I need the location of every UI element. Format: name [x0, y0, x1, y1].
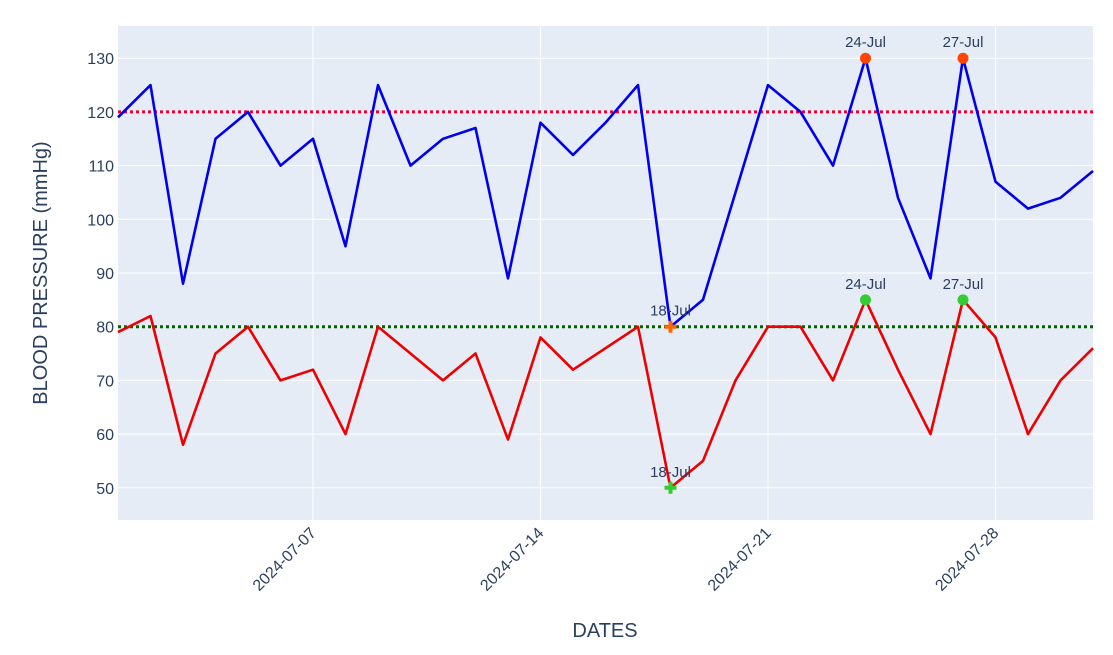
x-tick-label: 2024-07-21 [705, 525, 775, 595]
y-axis-ticks: 50 60 70 80 90 100 110 120 130 [87, 51, 114, 498]
y-tick-label: 110 [88, 159, 114, 176]
x-tick-label: 2024-07-07 [250, 525, 320, 595]
marker-annotation: 18-Jul [650, 464, 691, 481]
marker-annotation: 27-Jul [943, 276, 984, 293]
highlight-marker [860, 52, 871, 64]
y-tick-label: 50 [96, 481, 114, 498]
highlight-markers: 18-Jul 18-Jul 24-Jul 27-Jul 24-Jul 27-Jul [650, 34, 983, 494]
y-tick-label: 60 [96, 427, 114, 444]
marker-annotation: 18-Jul [650, 303, 691, 320]
x-tick-label: 2024-07-14 [477, 525, 547, 595]
marker-annotation: 24-Jul [845, 34, 886, 51]
highlight-marker [860, 294, 871, 306]
marker-annotation: 27-Jul [943, 34, 984, 51]
highlight-marker [664, 481, 677, 494]
y-tick-label: 130 [87, 51, 114, 68]
x-tick-label: 2024-07-28 [932, 525, 1002, 595]
y-tick-label: 90 [96, 266, 114, 283]
highlight-marker [664, 320, 677, 333]
series-lines [117, 56, 1094, 490]
y-tick-label: 80 [96, 320, 114, 337]
highlight-marker [957, 294, 969, 306]
reference-lines [118, 110, 1093, 329]
y-tick-label: 70 [96, 373, 114, 390]
marker-annotation: 24-Jul [845, 276, 886, 293]
diastolic-series-line [117, 298, 1094, 490]
y-tick-label: 100 [87, 212, 114, 229]
y-axis-title: BLOOD PRESSURE (mmHg) [30, 141, 52, 404]
systolic-series-line [117, 56, 1094, 329]
y-tick-label: 120 [87, 105, 114, 122]
highlight-marker [957, 52, 969, 64]
x-axis-ticks: 2024-07-07 2024-07-14 2024-07-21 2024-07-28 [250, 525, 1002, 595]
x-axis-title: DATES [572, 620, 637, 642]
